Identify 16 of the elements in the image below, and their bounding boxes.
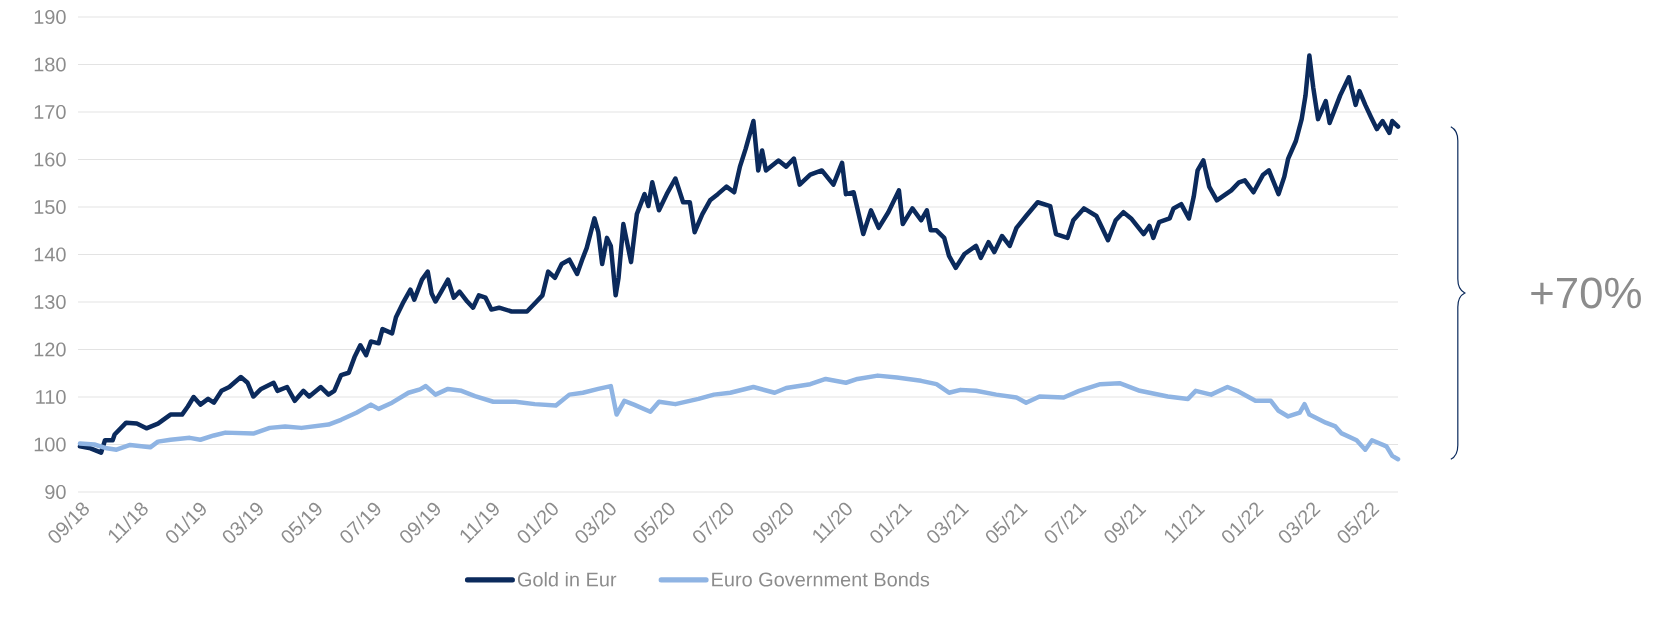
y-tick-label: 180: [34, 57, 66, 72]
y-tick-label: 160: [34, 152, 66, 167]
y-tick-label: 100: [34, 437, 66, 452]
legend-label: Euro Government Bonds: [712, 571, 930, 587]
y-tick-label: 150: [34, 199, 66, 215]
y-tick-label: 110: [36, 389, 66, 405]
y-tick-label: 140: [34, 247, 66, 262]
text: +70%: [1531, 277, 1641, 309]
y-tick-label: 170: [34, 104, 66, 120]
line-series: [77, 373, 1401, 462]
line-series: [77, 53, 1401, 455]
y-tick-label: 130: [34, 294, 66, 310]
y-tick-label: 190: [34, 9, 66, 25]
legend-label: Gold in Eur: [517, 571, 617, 587]
y-tick-label: 120: [34, 342, 66, 357]
y-tick-label: 90: [45, 484, 66, 500]
